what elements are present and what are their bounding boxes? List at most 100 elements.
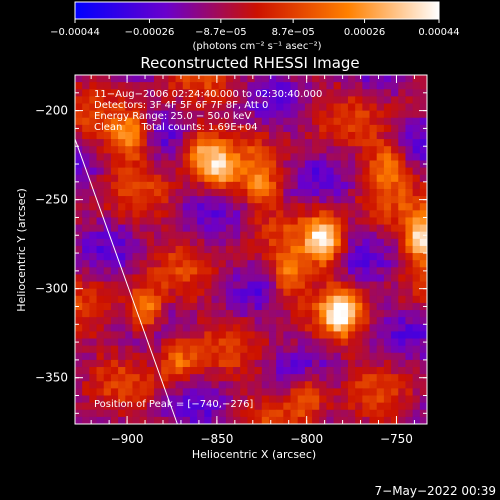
heatmap-cell xyxy=(369,324,378,333)
heatmap-cell xyxy=(103,153,112,162)
heatmap-cell xyxy=(254,381,263,389)
heatmap-cell xyxy=(118,253,126,261)
heatmap-cell xyxy=(312,295,320,304)
heatmap-cell xyxy=(182,196,191,204)
heatmap-cell xyxy=(139,210,148,219)
heatmap-cell xyxy=(96,238,105,247)
heatmap-cell xyxy=(362,359,371,368)
heatmap-cell xyxy=(218,338,227,347)
heatmap-cell xyxy=(290,153,299,162)
heatmap-cell xyxy=(168,345,177,354)
heatmap-cell xyxy=(333,260,342,268)
heatmap-cell xyxy=(168,253,177,261)
heatmap-cell xyxy=(304,139,313,147)
heatmap-cell xyxy=(125,96,134,105)
heatmap-cell xyxy=(82,167,90,176)
heatmap-cell xyxy=(398,359,407,368)
heatmap-cell xyxy=(118,367,126,375)
heatmap-cell xyxy=(175,117,184,126)
heatmap-cell xyxy=(319,409,328,418)
heatmap-cell xyxy=(175,295,184,304)
heatmap-cell xyxy=(96,153,105,162)
heatmap-cell xyxy=(319,260,328,268)
heatmap-cell xyxy=(268,267,277,276)
heatmap-cell xyxy=(412,374,421,382)
heatmap-cell xyxy=(182,96,191,105)
heatmap-cell xyxy=(89,103,98,112)
heatmap-cell xyxy=(319,217,328,226)
heatmap-cell xyxy=(383,245,392,254)
heatmap-cell xyxy=(204,374,213,382)
heatmap-cell xyxy=(333,416,342,424)
heatmap-cell xyxy=(412,146,421,154)
heatmap-cell xyxy=(247,210,256,219)
heatmap-cell xyxy=(398,352,407,361)
heatmap-cell xyxy=(96,324,105,333)
heatmap-cell xyxy=(355,388,363,397)
heatmap-cell xyxy=(132,139,141,147)
heatmap-cell xyxy=(110,174,119,183)
heatmap-cell xyxy=(254,238,263,247)
heatmap-cell xyxy=(355,110,363,119)
heatmap-cell xyxy=(391,416,399,424)
heatmap-cell xyxy=(247,338,256,347)
heatmap-cell xyxy=(89,89,98,97)
heatmap-cell xyxy=(254,345,263,354)
heatmap-cell xyxy=(412,210,421,219)
colorbar-tick-label: −0.00044 xyxy=(50,27,100,38)
heatmap-cell xyxy=(412,153,421,162)
heatmap-cell xyxy=(312,352,320,361)
heatmap-cell xyxy=(89,181,98,190)
heatmap-cell xyxy=(233,146,241,154)
heatmap-cell xyxy=(261,274,270,283)
heatmap-cell xyxy=(347,224,356,233)
heatmap-cell xyxy=(283,188,292,197)
heatmap-cell xyxy=(312,224,320,233)
heatmap-cell xyxy=(362,317,371,325)
heatmap-cell xyxy=(211,402,220,411)
heatmap-cell xyxy=(405,295,414,304)
heatmap-cell xyxy=(225,295,234,304)
heatmap-cell xyxy=(283,352,292,361)
heatmap-cell xyxy=(383,203,392,211)
heatmap-cell xyxy=(347,310,356,318)
heatmap-cell xyxy=(312,374,320,382)
heatmap-cell xyxy=(161,381,169,389)
heatmap-cell xyxy=(175,96,184,105)
heatmap-cell xyxy=(225,188,234,197)
heatmap-cell xyxy=(319,167,328,176)
heatmap-cell xyxy=(154,352,162,361)
heatmap-cell xyxy=(82,359,90,368)
heatmap-cell xyxy=(419,359,427,368)
heatmap-cell xyxy=(304,196,313,204)
heatmap-cell xyxy=(290,267,299,276)
heatmap-cell xyxy=(189,310,198,318)
heatmap-cell xyxy=(240,274,248,283)
heatmap-cell xyxy=(276,409,284,418)
heatmap-cell xyxy=(412,338,421,347)
heatmap-cell xyxy=(233,245,241,254)
heatmap-cell xyxy=(75,288,83,297)
heatmap-cell xyxy=(340,224,349,233)
heatmap-cell xyxy=(89,402,98,411)
heatmap-cell xyxy=(347,409,356,418)
annotation-time: 11−Aug−2006 02:24:40.000 to 02:30:40.000 xyxy=(94,89,322,100)
heatmap-cell xyxy=(110,388,119,397)
heatmap-cell xyxy=(75,367,83,375)
heatmap-cell xyxy=(110,231,119,240)
heatmap-cell xyxy=(118,210,126,219)
heatmap-cell xyxy=(132,117,141,126)
heatmap-cell xyxy=(233,203,241,211)
heatmap-cell xyxy=(355,238,363,247)
heatmap-cell xyxy=(340,395,349,404)
heatmap-cell xyxy=(283,210,292,219)
heatmap-cell xyxy=(233,131,241,140)
heatmap-cell xyxy=(197,188,205,197)
heatmap-cell xyxy=(89,367,98,375)
heatmap-cell xyxy=(369,381,378,389)
heatmap-cell xyxy=(139,160,148,169)
heatmap-cell xyxy=(139,89,148,97)
heatmap-cell xyxy=(189,131,198,140)
heatmap-cell xyxy=(175,181,184,190)
heatmap-cell xyxy=(412,224,421,233)
